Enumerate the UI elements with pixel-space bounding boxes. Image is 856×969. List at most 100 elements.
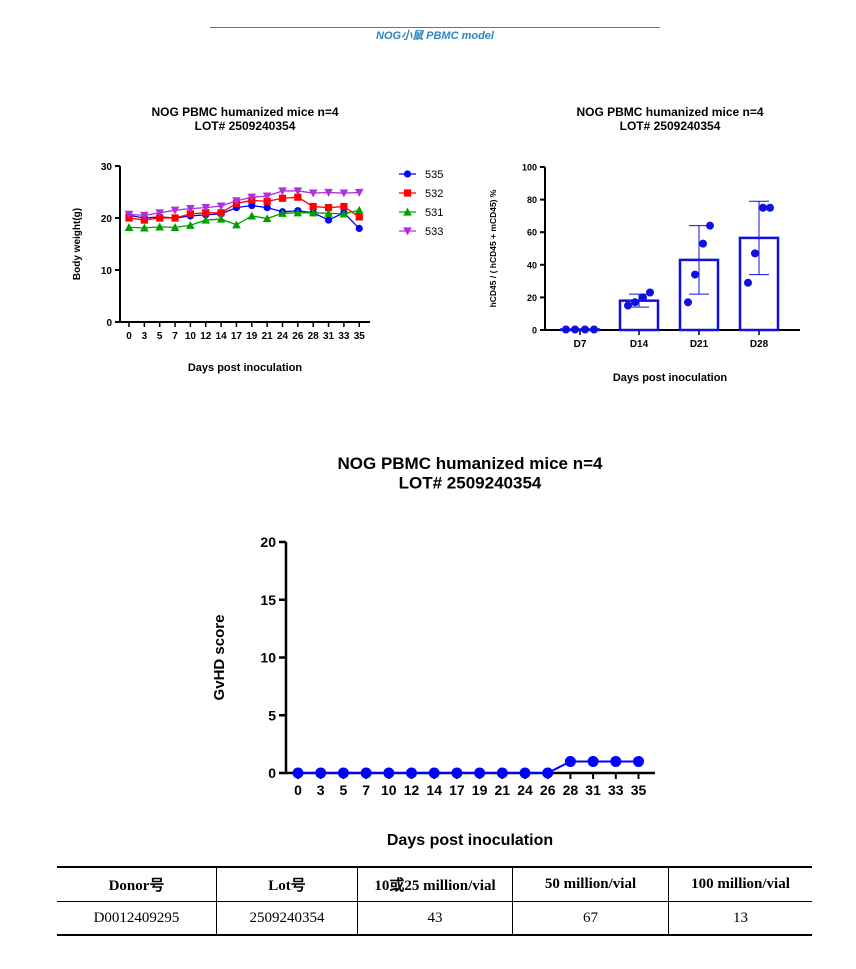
legend-label-533: 533: [425, 226, 443, 238]
x-tick-label: 0: [126, 331, 132, 342]
data-point-D28: [766, 203, 774, 212]
y-tick-label: 40: [527, 260, 537, 270]
data-point-D14: [639, 293, 647, 302]
data-point-531: [216, 214, 226, 223]
x-tick-label: 5: [157, 331, 163, 342]
data-point-D7: [581, 325, 589, 334]
data-point-535: [355, 224, 363, 232]
data-point-533: [186, 205, 195, 213]
data-point-533: [201, 204, 211, 212]
y-tick-label: 5: [268, 707, 276, 723]
y-tick-label: 20: [527, 293, 537, 303]
header-vial-50: 50 million/vial: [512, 866, 669, 902]
series-line-531: [128, 209, 360, 229]
x-tick-label: 31: [323, 331, 335, 342]
x-tick-label: 12: [404, 782, 420, 798]
data-point-gvhd: [519, 767, 531, 779]
data-point-D28: [744, 278, 752, 287]
data-point-532: [324, 204, 333, 212]
header-title: NOG小鼠 PBMC model: [376, 30, 494, 42]
data-point-532: [263, 197, 271, 205]
legend-marker-532: [403, 189, 412, 197]
header-rule: [210, 27, 660, 28]
x-tick-label: 26: [540, 782, 556, 798]
data-point-gvhd: [610, 755, 622, 767]
x-tick-label: 7: [172, 331, 178, 342]
x-tick-label: 35: [354, 331, 366, 342]
data-point-532: [309, 202, 317, 211]
data-point-531: [155, 222, 165, 231]
x-tick-label: 10: [381, 782, 397, 798]
data-point-531: [354, 205, 364, 214]
table-row: D0012409295 2509240354 43 67 13: [57, 901, 812, 936]
data-point-532: [186, 210, 194, 218]
x-tick-label: 17: [449, 782, 465, 798]
cell-vial-50: 67: [512, 901, 669, 936]
y-tick-label: 0: [532, 326, 537, 336]
header-lot: Lot号: [216, 866, 358, 902]
legend-label-535: 535: [425, 169, 443, 181]
lot-table: Donor号 Lot号 10或25 million/vial 50 millio…: [57, 866, 812, 936]
data-point-gvhd: [564, 755, 576, 767]
x-tick-label: D7: [574, 339, 587, 350]
x-tick-label: 0: [294, 782, 302, 798]
legend-marker-535: [403, 170, 412, 178]
y-tick-label: 20: [260, 534, 276, 550]
data-point-533: [339, 189, 349, 198]
data-point-531: [140, 223, 149, 232]
data-point-D7: [562, 325, 570, 334]
x-tick-label: D14: [630, 339, 649, 350]
cell-vial-100: 13: [668, 901, 812, 936]
x-tick-label: 17: [231, 331, 243, 342]
data-point-531: [201, 215, 211, 224]
data-point-D7: [571, 325, 579, 334]
data-point-531: [124, 223, 134, 231]
data-point-gvhd: [315, 767, 327, 779]
data-point-533: [278, 187, 287, 196]
chart-subtitle: LOT# 2509240354: [195, 119, 296, 133]
y-tick-label: 10: [101, 266, 113, 277]
data-point-531: [293, 208, 303, 217]
data-point-533: [232, 197, 241, 206]
x-tick-label: 10: [185, 331, 197, 342]
data-point-D21: [691, 270, 699, 279]
data-point-531: [278, 209, 287, 217]
data-point-533: [354, 188, 364, 197]
data-point-531: [308, 208, 318, 217]
legend-label-532: 532: [425, 188, 443, 200]
data-point-531: [262, 214, 272, 223]
data-point-532: [217, 209, 225, 217]
data-point-533: [247, 193, 257, 202]
x-tick-label: 33: [338, 331, 350, 342]
chart-subtitle: LOT# 2509240354: [399, 474, 542, 493]
y-tick-label: 15: [260, 592, 276, 608]
y-tick-label: 20: [101, 214, 113, 225]
data-point-gvhd: [383, 767, 395, 779]
y-tick-label: 10: [260, 650, 276, 666]
x-tick-label: 19: [472, 782, 488, 798]
legend-marker-533: [403, 227, 412, 236]
data-point-532: [140, 216, 148, 224]
data-point-gvhd: [496, 767, 508, 779]
data-point-532: [294, 193, 302, 201]
data-point-532: [278, 194, 287, 202]
data-point-D21: [706, 221, 714, 230]
data-point-D7: [590, 325, 598, 334]
y-axis-label: GvHD score: [211, 615, 228, 701]
cell-donor: D0012409295: [57, 901, 217, 936]
data-point-gvhd: [360, 767, 372, 779]
x-axis-label: Days post inoculation: [613, 372, 728, 384]
data-point-531: [170, 223, 180, 231]
data-point-gvhd: [587, 755, 599, 767]
header-vial-10-25: 10或25 million/vial: [357, 866, 513, 902]
x-tick-label: 3: [317, 782, 325, 798]
x-tick-label: 35: [631, 782, 647, 798]
x-tick-label: 12: [200, 331, 212, 342]
series-line-535: [128, 204, 360, 229]
y-tick-label: 100: [522, 163, 537, 173]
x-tick-label: 24: [517, 782, 533, 798]
data-point-531: [324, 209, 333, 217]
x-tick-label: 26: [292, 331, 304, 342]
data-point-D28: [751, 249, 759, 258]
data-point-535: [324, 216, 333, 224]
